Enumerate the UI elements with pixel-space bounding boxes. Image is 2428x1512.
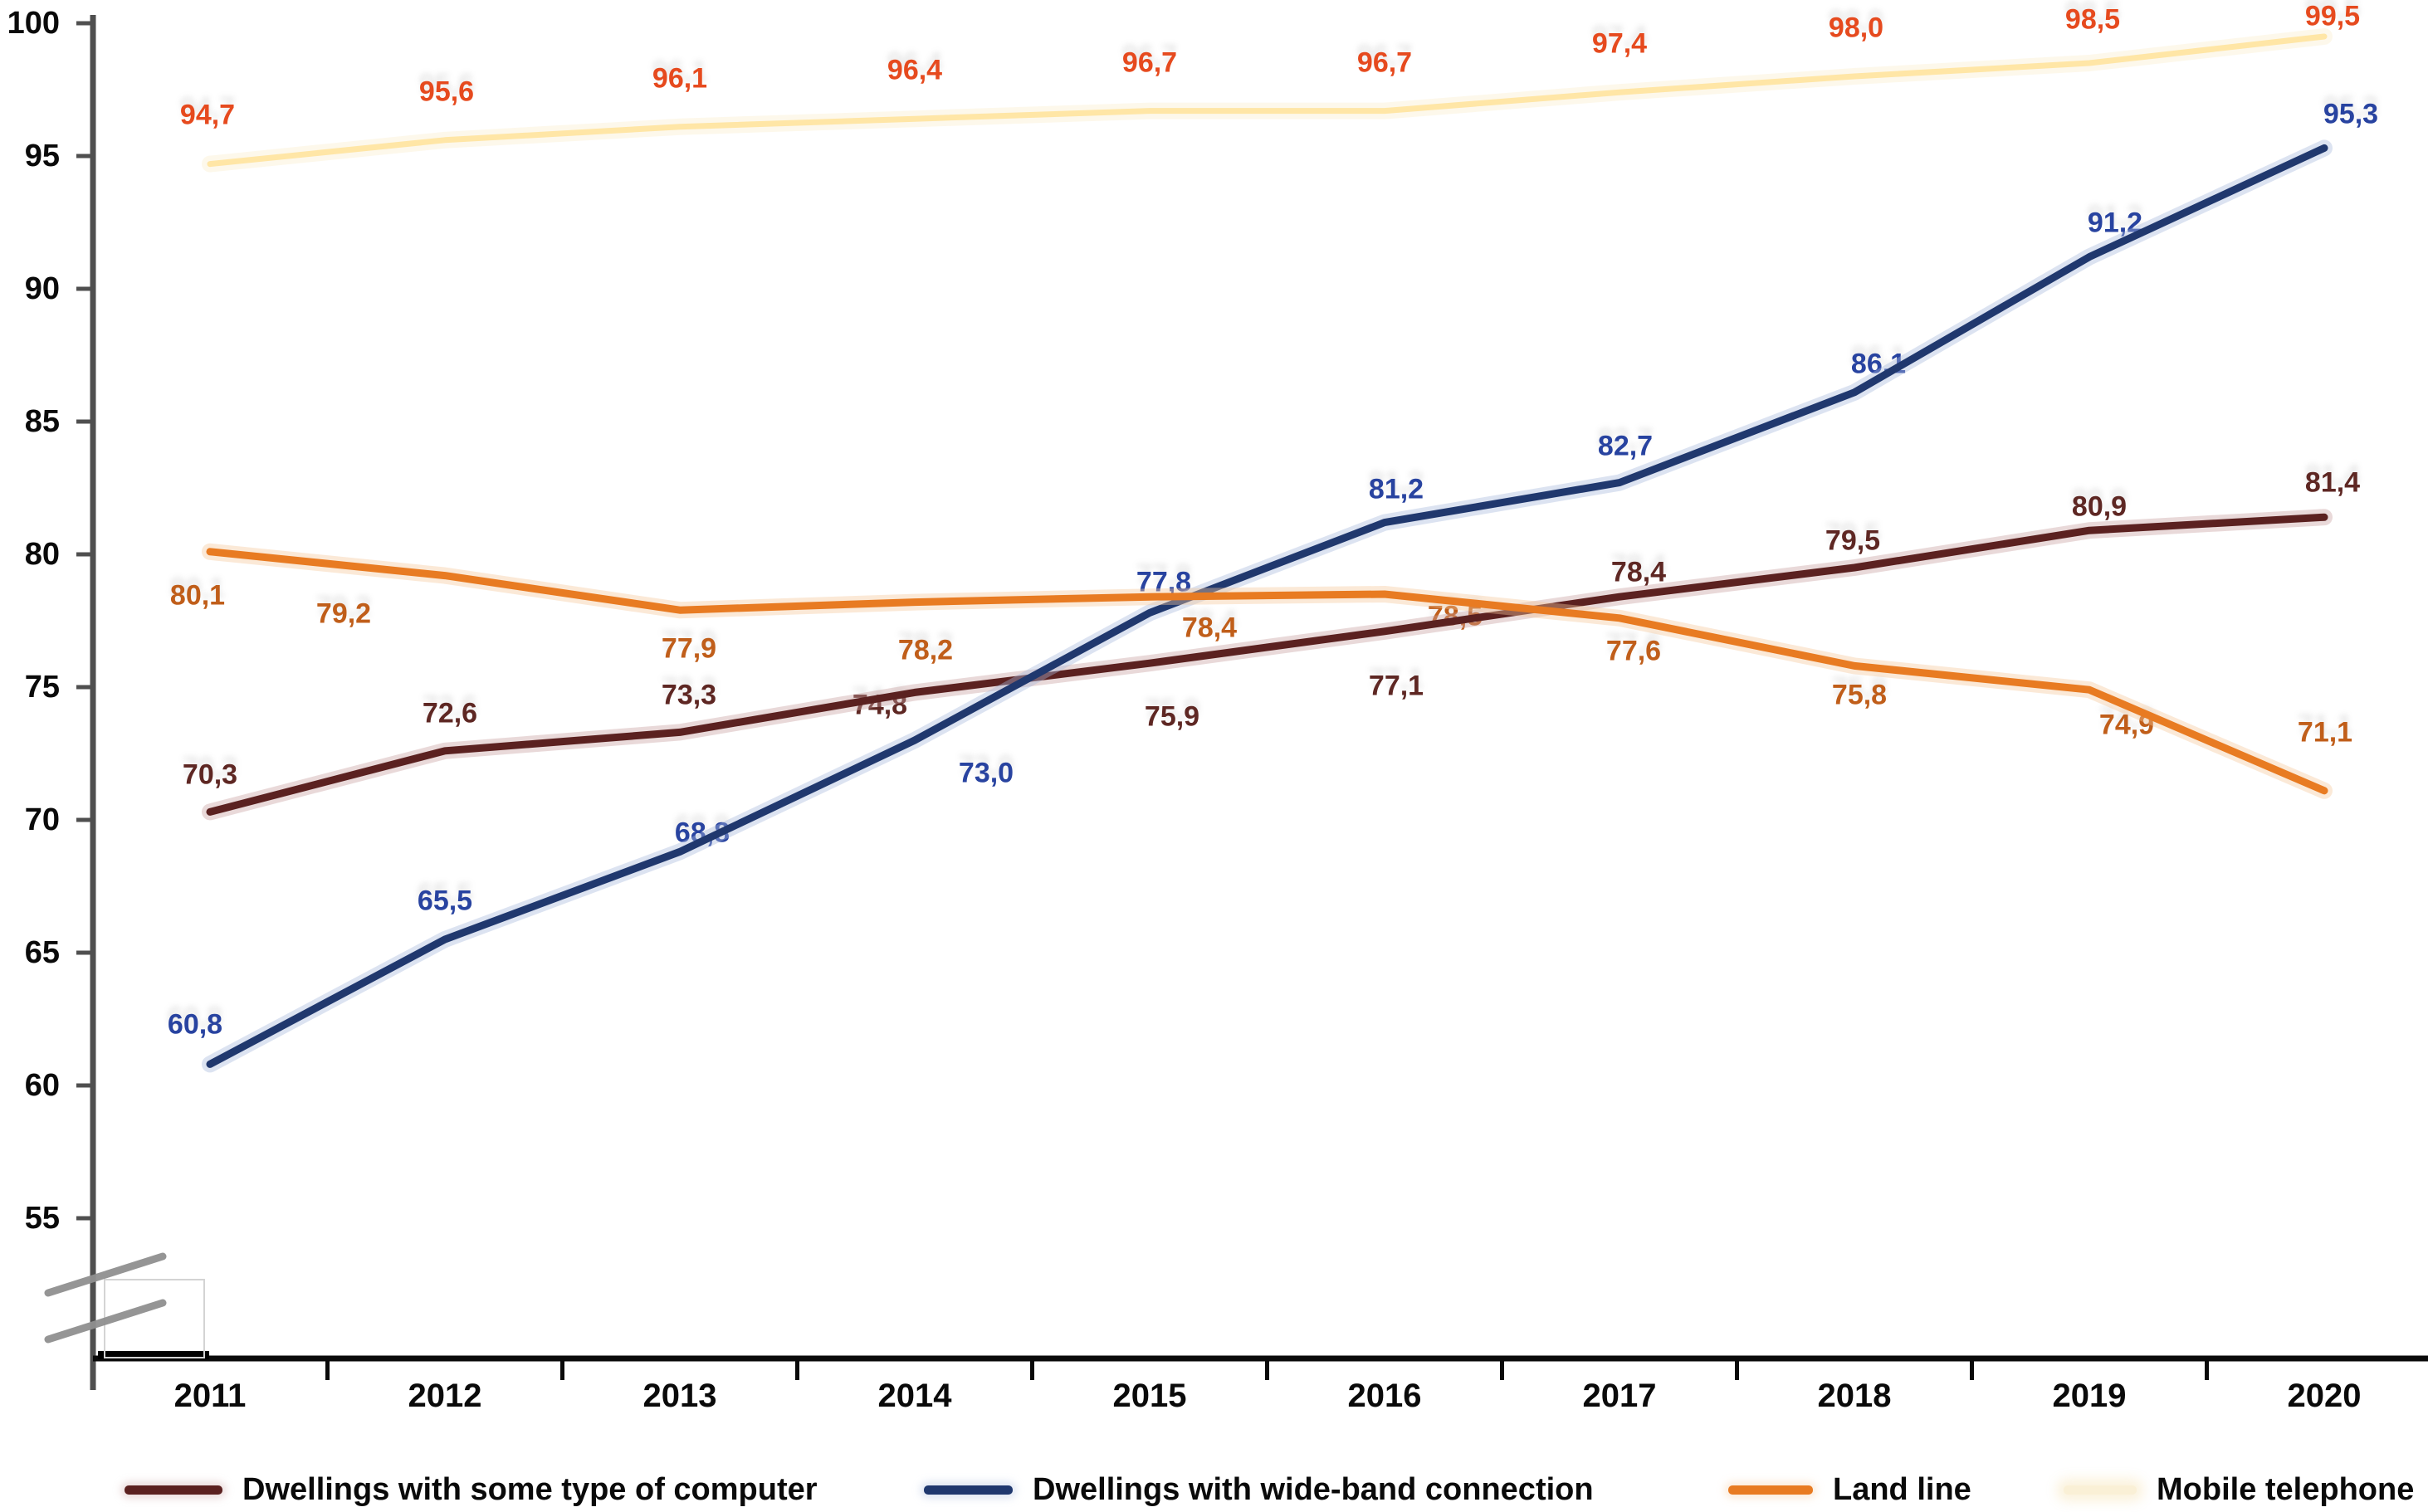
series-line-computer (206, 513, 2328, 816)
legend-item-landline: Land line (1728, 1467, 1971, 1512)
data-label-landline: 78,4 (1181, 612, 1238, 644)
data-label-computer: 79,5 (1825, 524, 1881, 557)
data-label-mobile: 96,7 (1356, 46, 1413, 79)
series-line-mobile (207, 33, 2328, 168)
data-label-mobile: 96,1 (652, 62, 708, 95)
x-tick-label: 2016 (1347, 1378, 1422, 1414)
x-tick-label: 2012 (408, 1378, 482, 1414)
y-tick-label: 65 (24, 935, 60, 970)
legend-label-computer: Dwellings with some type of computer (242, 1471, 818, 1507)
data-label-landline: 77,9 (661, 632, 717, 665)
x-tick-label: 2015 (1112, 1378, 1187, 1414)
legend-label-mobile: Mobile telephone (2157, 1471, 2415, 1507)
x-tick-label: 2019 (2052, 1378, 2127, 1414)
y-tick-label: 80 (24, 537, 60, 572)
legend-label-landline: Land line (1833, 1471, 1971, 1507)
data-label-mobile: 96,4 (887, 54, 943, 86)
x-tick-label: 2017 (1582, 1378, 1657, 1414)
data-label-computer: 72,6 (422, 697, 478, 729)
y-tick-label: 100 (7, 6, 60, 41)
data-label-mobile: 97,4 (1591, 27, 1648, 60)
data-label-mobile: 98,0 (1828, 12, 1884, 44)
data-label-wideband: 95,3 (2323, 98, 2379, 130)
y-tick-label: 95 (24, 139, 60, 173)
data-label-computer: 81,4 (2304, 466, 2361, 499)
y-tick-label: 85 (24, 404, 60, 439)
y-tick-label: 75 (24, 670, 60, 705)
data-label-wideband: 82,7 (1597, 430, 1654, 462)
data-label-computer: 78,4 (1610, 556, 1667, 588)
x-tick-label: 2014 (877, 1378, 952, 1414)
legend-item-computer: Dwellings with some type of computer (125, 1467, 818, 1512)
series-line-wideband (206, 144, 2328, 1068)
legend-item-mobile: Mobile telephone (2064, 1467, 2414, 1512)
data-label-mobile: 99,5 (2304, 0, 2361, 32)
data-label-wideband: 60,8 (167, 1008, 223, 1041)
axis-break-slash (44, 1299, 167, 1344)
axis-break-slash (44, 1252, 167, 1297)
legend-label-wideband: Dwellings with wide-band connection (1033, 1471, 1594, 1507)
data-label-wideband: 73,0 (958, 757, 1014, 789)
legend-swatch-wideband (924, 1485, 1013, 1495)
legend: Dwellings with some type of computer Dwel… (0, 1467, 2428, 1512)
y-tick-label: 55 (24, 1201, 60, 1236)
y-tick-label: 60 (24, 1068, 60, 1103)
x-tick-label: 2020 (2287, 1378, 2362, 1414)
data-label-computer: 73,3 (661, 679, 717, 711)
y-tick-label: 70 (24, 802, 60, 837)
data-label-computer: 80,9 (2071, 490, 2128, 523)
x-tick-label: 2013 (642, 1378, 717, 1414)
legend-swatch-computer (125, 1485, 222, 1495)
data-label-mobile: 94,7 (179, 99, 236, 131)
data-label-computer: 75,9 (1144, 700, 1200, 733)
legend-swatch-landline (1728, 1485, 1813, 1495)
data-label-wideband: 81,2 (1368, 473, 1424, 505)
data-label-landline: 80,1 (169, 579, 226, 612)
data-label-mobile: 98,5 (2064, 3, 2121, 36)
data-label-landline: 78,2 (897, 634, 954, 666)
legend-item-wideband: Dwellings with wide-band connection (924, 1467, 1594, 1512)
x-tick-label: 2018 (1817, 1378, 1892, 1414)
data-label-mobile: 95,6 (418, 76, 475, 108)
data-label-mobile: 96,7 (1121, 46, 1178, 79)
data-label-wideband: 65,5 (417, 885, 473, 917)
x-tick-label: 2011 (173, 1378, 247, 1414)
data-label-computer: 70,3 (182, 758, 238, 791)
data-label-landline: 75,8 (1831, 679, 1888, 711)
series-line-landline (206, 548, 2328, 795)
data-label-landline: 79,2 (315, 597, 372, 630)
data-label-landline: 77,6 (1605, 635, 1662, 667)
data-label-computer: 77,1 (1368, 670, 1424, 702)
y-tick-label: 90 (24, 271, 60, 306)
legend-swatch-mobile (2064, 1485, 2137, 1495)
data-label-landline: 71,1 (2297, 716, 2353, 749)
